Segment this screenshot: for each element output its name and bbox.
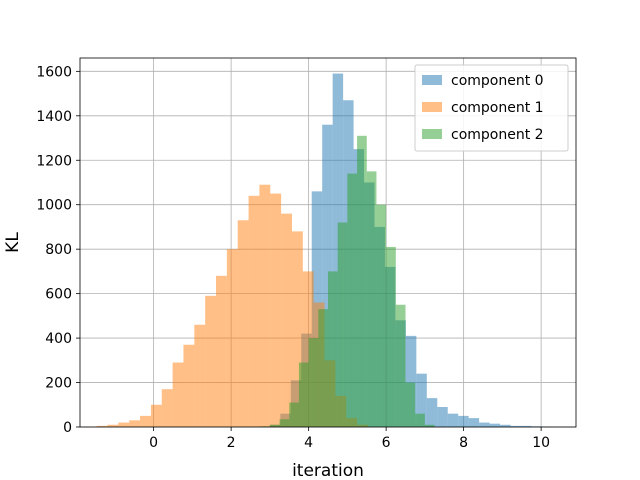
histogram-bar [347, 173, 358, 427]
histogram-bar [337, 222, 348, 427]
x-axis-ticks: 0 2 4 6 8 10 [149, 427, 550, 451]
histogram-bar [107, 424, 119, 427]
histogram-bar [194, 324, 206, 427]
legend-label: component 0 [451, 73, 544, 89]
histogram-bar [308, 338, 319, 427]
histogram-bar [96, 425, 108, 427]
legend-label: component 2 [451, 127, 544, 143]
histogram-bar [366, 171, 377, 427]
x-tick-label: 10 [532, 435, 550, 451]
histogram-bar [183, 344, 195, 427]
x-tick-label: 8 [459, 435, 468, 451]
histogram-bar [500, 424, 511, 427]
y-tick-label: 0 [63, 420, 72, 436]
histogram-bar [416, 373, 427, 427]
x-tick-label: 4 [304, 435, 313, 451]
histogram-bar [281, 213, 292, 427]
x-tick-label: 0 [149, 435, 158, 451]
histogram-bar [269, 424, 280, 427]
histogram-bar [118, 422, 130, 427]
y-axis-ticks: 0 200 400 600 800 1000 1200 1400 1600 [36, 64, 80, 436]
y-tick-label: 1000 [36, 198, 72, 214]
histogram-bar [386, 246, 396, 427]
histogram-bar [318, 309, 328, 427]
legend-swatch [422, 129, 442, 139]
histogram-bar [270, 193, 282, 427]
y-tick-label: 1600 [36, 64, 72, 80]
legend-swatch [422, 102, 442, 112]
series-2-bars [260, 135, 435, 427]
series-1-bars [85, 184, 368, 427]
histogram-bar [161, 389, 173, 427]
histogram-bar [291, 231, 303, 427]
histogram-bars [85, 73, 553, 428]
histogram-bar [328, 271, 338, 427]
legend-swatch [422, 75, 442, 85]
histogram-bar [395, 304, 406, 427]
legend-box [414, 64, 569, 152]
legend-label: component 1 [451, 100, 544, 116]
histogram-bar [237, 220, 249, 427]
legend: component 0 component 1 component 2 [414, 64, 569, 152]
histogram-bar [447, 413, 459, 427]
histogram-bar [405, 382, 416, 427]
histogram-bar [405, 335, 417, 427]
histogram-bar [479, 422, 490, 427]
y-tick-label: 1400 [36, 109, 72, 125]
x-axis-label: iteration [292, 461, 364, 480]
x-tick-label: 2 [227, 435, 236, 451]
histogram-bar [140, 415, 151, 427]
histogram-bar [520, 425, 532, 427]
histogram-bar [205, 295, 217, 427]
histogram-bar [129, 420, 141, 427]
histogram-bar [424, 424, 435, 427]
histogram-bar [437, 406, 448, 427]
plot-frame [79, 57, 577, 428]
histogram-bar [510, 425, 521, 427]
histogram-bar [259, 184, 271, 427]
histogram-bar [298, 362, 309, 427]
x-tick-label: 6 [382, 435, 391, 451]
histogram-bar [415, 413, 425, 427]
y-tick-label: 600 [45, 287, 72, 303]
histogram-bar [302, 271, 314, 427]
histogram-bar [216, 275, 227, 427]
histogram-bar [376, 204, 387, 427]
histogram-bar [322, 124, 333, 428]
histogram-bar [226, 249, 238, 427]
histogram-bar [150, 404, 162, 427]
histogram-bar [248, 195, 260, 427]
histogram-bar [279, 419, 290, 427]
histogram-bar [289, 402, 299, 427]
histogram-bar [458, 415, 469, 427]
histogram-bar [468, 418, 480, 427]
y-axis-label: KL [3, 232, 23, 253]
histogram-bar [489, 423, 501, 427]
histogram-bar [426, 398, 438, 427]
y-tick-label: 400 [45, 331, 72, 347]
y-tick-label: 800 [45, 242, 72, 258]
histogram-bar [172, 362, 184, 427]
y-tick-label: 200 [45, 376, 72, 392]
y-tick-label: 1200 [36, 153, 72, 169]
histogram-bar [357, 135, 367, 427]
